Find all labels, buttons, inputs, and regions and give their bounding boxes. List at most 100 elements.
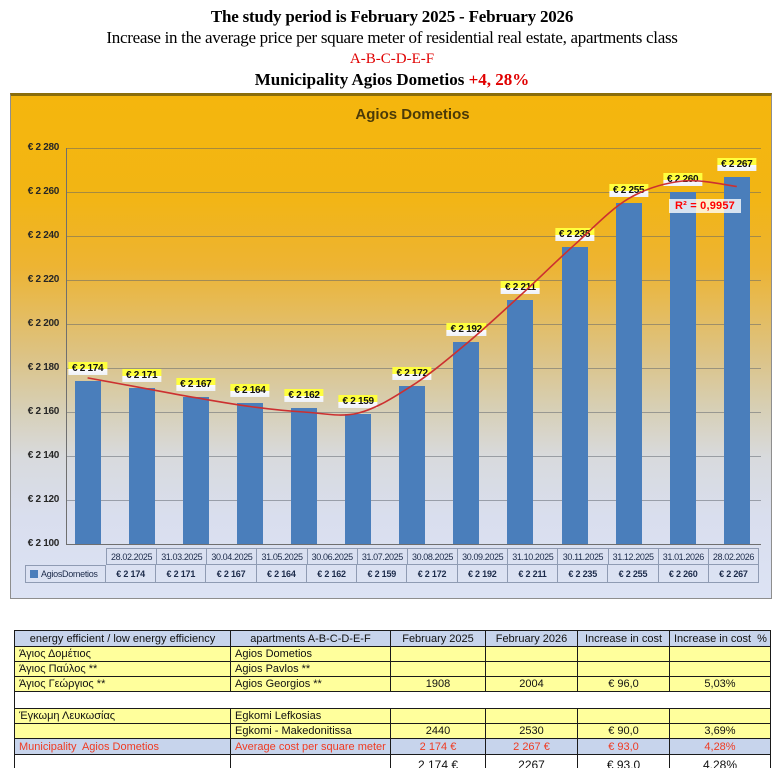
table-cell [390, 708, 486, 724]
bar-value-label: € 2 167 [176, 377, 216, 391]
table-cell: Municipality Agios Dometios [14, 738, 231, 755]
bar-value-label: € 2 159 [338, 395, 378, 409]
y-axis-tick: € 2 120 [27, 494, 60, 505]
chart-table-value-cell: € 2 162 [307, 565, 358, 582]
chart-table-date-cell: 31.10.2025 [508, 549, 559, 564]
table-cell: 1908 [390, 676, 486, 692]
table-cell [485, 691, 578, 709]
chart-table-value-cell: € 2 174 [106, 565, 157, 582]
table-cell [230, 754, 391, 768]
chart-table-dates-row: 28.02.2025 31.03.2025 30.04.2025 31.05.2025… [106, 548, 760, 565]
table-cell: 2 267 € [485, 738, 578, 755]
bar-value-label: € 2 172 [392, 366, 432, 380]
y-axis-tick: € 2 200 [27, 318, 60, 329]
chart-table-value-cell: € 2 192 [458, 565, 508, 582]
table-cell [577, 646, 670, 662]
table-cell [390, 646, 486, 662]
chart-table-value-cell: € 2 260 [659, 565, 709, 582]
table-cell: 2267 [485, 754, 578, 768]
bar-value-label: € 2 174 [67, 362, 108, 376]
chart-table-value-cell: € 2 167 [206, 565, 257, 582]
table-cell [14, 754, 231, 768]
bar-value-label: € 2 162 [284, 388, 324, 402]
chart-table-value-cell: € 2 235 [558, 565, 609, 582]
table-header-cell: energy efficient / low energy efficiency [14, 630, 231, 647]
municipality-line: Municipality Agios Dometios +4, 28% [0, 70, 784, 90]
table-cell: Egkomi Lefkosias [230, 708, 391, 724]
municipality-name: Municipality Agios Dometios [254, 70, 469, 89]
chart-table-date-cell: 30.04.2025 [207, 549, 258, 564]
bar-value-label: € 2 164 [230, 384, 270, 398]
comparison-table: energy efficient / low energy efficiency… [14, 630, 771, 768]
chart-table-date-cell: 31.05.2025 [257, 549, 308, 564]
table-cell: 5,03% [669, 676, 771, 692]
gridline [66, 324, 761, 325]
bar-value-label: € 2 192 [446, 322, 486, 336]
table-cell [669, 646, 771, 662]
report-header: The study period is February 2025 - Febr… [0, 0, 784, 90]
table-row: Άγιος Παύλος ** Agios Pavlos ** [14, 661, 771, 677]
chart-table-date-cell: 30.11.2025 [558, 549, 609, 564]
table-cell [577, 708, 670, 724]
table-cell: € 93,0 [577, 754, 670, 768]
y-axis-tick: € 2 220 [27, 274, 60, 285]
chart-table-value-cell: € 2 267 [709, 565, 760, 582]
chart-table-date-cell: 31.12.2025 [609, 549, 659, 564]
table-cell: 2440 [390, 723, 486, 739]
bar [182, 396, 209, 544]
chart-table-date-cell: 30.06.2025 [308, 549, 358, 564]
table-row: Άγιος Δομέτιος Agios Dometios [14, 646, 771, 662]
table-row: 2 174 €2267 € 93,0 4,28% [14, 754, 771, 768]
bar [128, 387, 155, 544]
apartment-classes-line: A-B-C-D-E-F [349, 51, 435, 67]
table-cell [14, 723, 231, 739]
table-cell: Agios Pavlos ** [230, 661, 391, 677]
municipality-increase-value: +4, 28% [468, 70, 530, 89]
bar-value-label: € 2 260 [663, 173, 703, 186]
legend-cell: AgiosDometios [25, 565, 106, 583]
table-cell [485, 708, 578, 724]
table-row: Άγιος Γεώργιος ** Agios Georgios ** 1908 20… [14, 676, 771, 692]
table-cell: Άγιος Δομέτιος [14, 646, 231, 662]
bar [615, 203, 642, 544]
table-cell: Άγιος Παύλος ** [14, 661, 231, 677]
y-axis-tick: € 2 180 [27, 362, 60, 373]
y-axis-tick: € 2 260 [27, 186, 60, 197]
bar-value-label: € 2 267 [717, 157, 757, 171]
chart-table-date-cell: 30.09.2025 [458, 549, 509, 564]
chart-table-date-cell: 31.07.2025 [358, 549, 408, 564]
table-cell [390, 691, 486, 709]
gridline [66, 236, 761, 237]
bar [236, 403, 263, 544]
table-cell: 2 174 € [390, 754, 486, 768]
table-cell: Έγκωμη Λευκωσίας [14, 708, 231, 724]
bar [453, 341, 480, 544]
legend-series-name: AgiosDometios [41, 569, 98, 579]
series-color-swatch [30, 570, 38, 578]
table-cell: € 96,0 [577, 676, 670, 692]
chart-table-value-cell: € 2 159 [357, 565, 408, 582]
table-header-cell: Increase in cost % [669, 630, 771, 647]
bar [723, 176, 750, 544]
table-header-cell: apartments A-B-C-D-E-F [230, 630, 391, 647]
y-axis-tick: € 2 160 [27, 406, 60, 417]
table-cell [390, 661, 486, 677]
table-cell: € 93,0 [577, 738, 670, 755]
y-axis-tick: € 2 280 [27, 142, 60, 153]
bar [507, 299, 534, 544]
chart-table-value-cell: € 2 211 [508, 565, 559, 582]
table-cell [14, 691, 231, 709]
chart-panel: Agios Dometios R² = 0,9957 28.02.2025 31.… [10, 93, 772, 599]
table-cell [669, 691, 771, 709]
table-row: Egkomi - Makedonitissa 2440 2530 € 90,0 3,69… [14, 723, 771, 739]
bar-value-label: € 2 255 [608, 184, 649, 197]
bar [669, 192, 696, 544]
table-cell: 2 174 € [390, 738, 486, 755]
table-cell: Agios Georgios ** [230, 676, 391, 692]
chart-plot-area: Agios Dometios R² = 0,9957 28.02.2025 31.… [11, 96, 771, 598]
bar-value-label: € 2 235 [554, 228, 595, 241]
table-cell: Egkomi - Makedonitissa [230, 723, 391, 739]
chart-table-date-cell: 31.01.2026 [659, 549, 709, 564]
y-axis-tick: € 2 140 [27, 450, 60, 461]
